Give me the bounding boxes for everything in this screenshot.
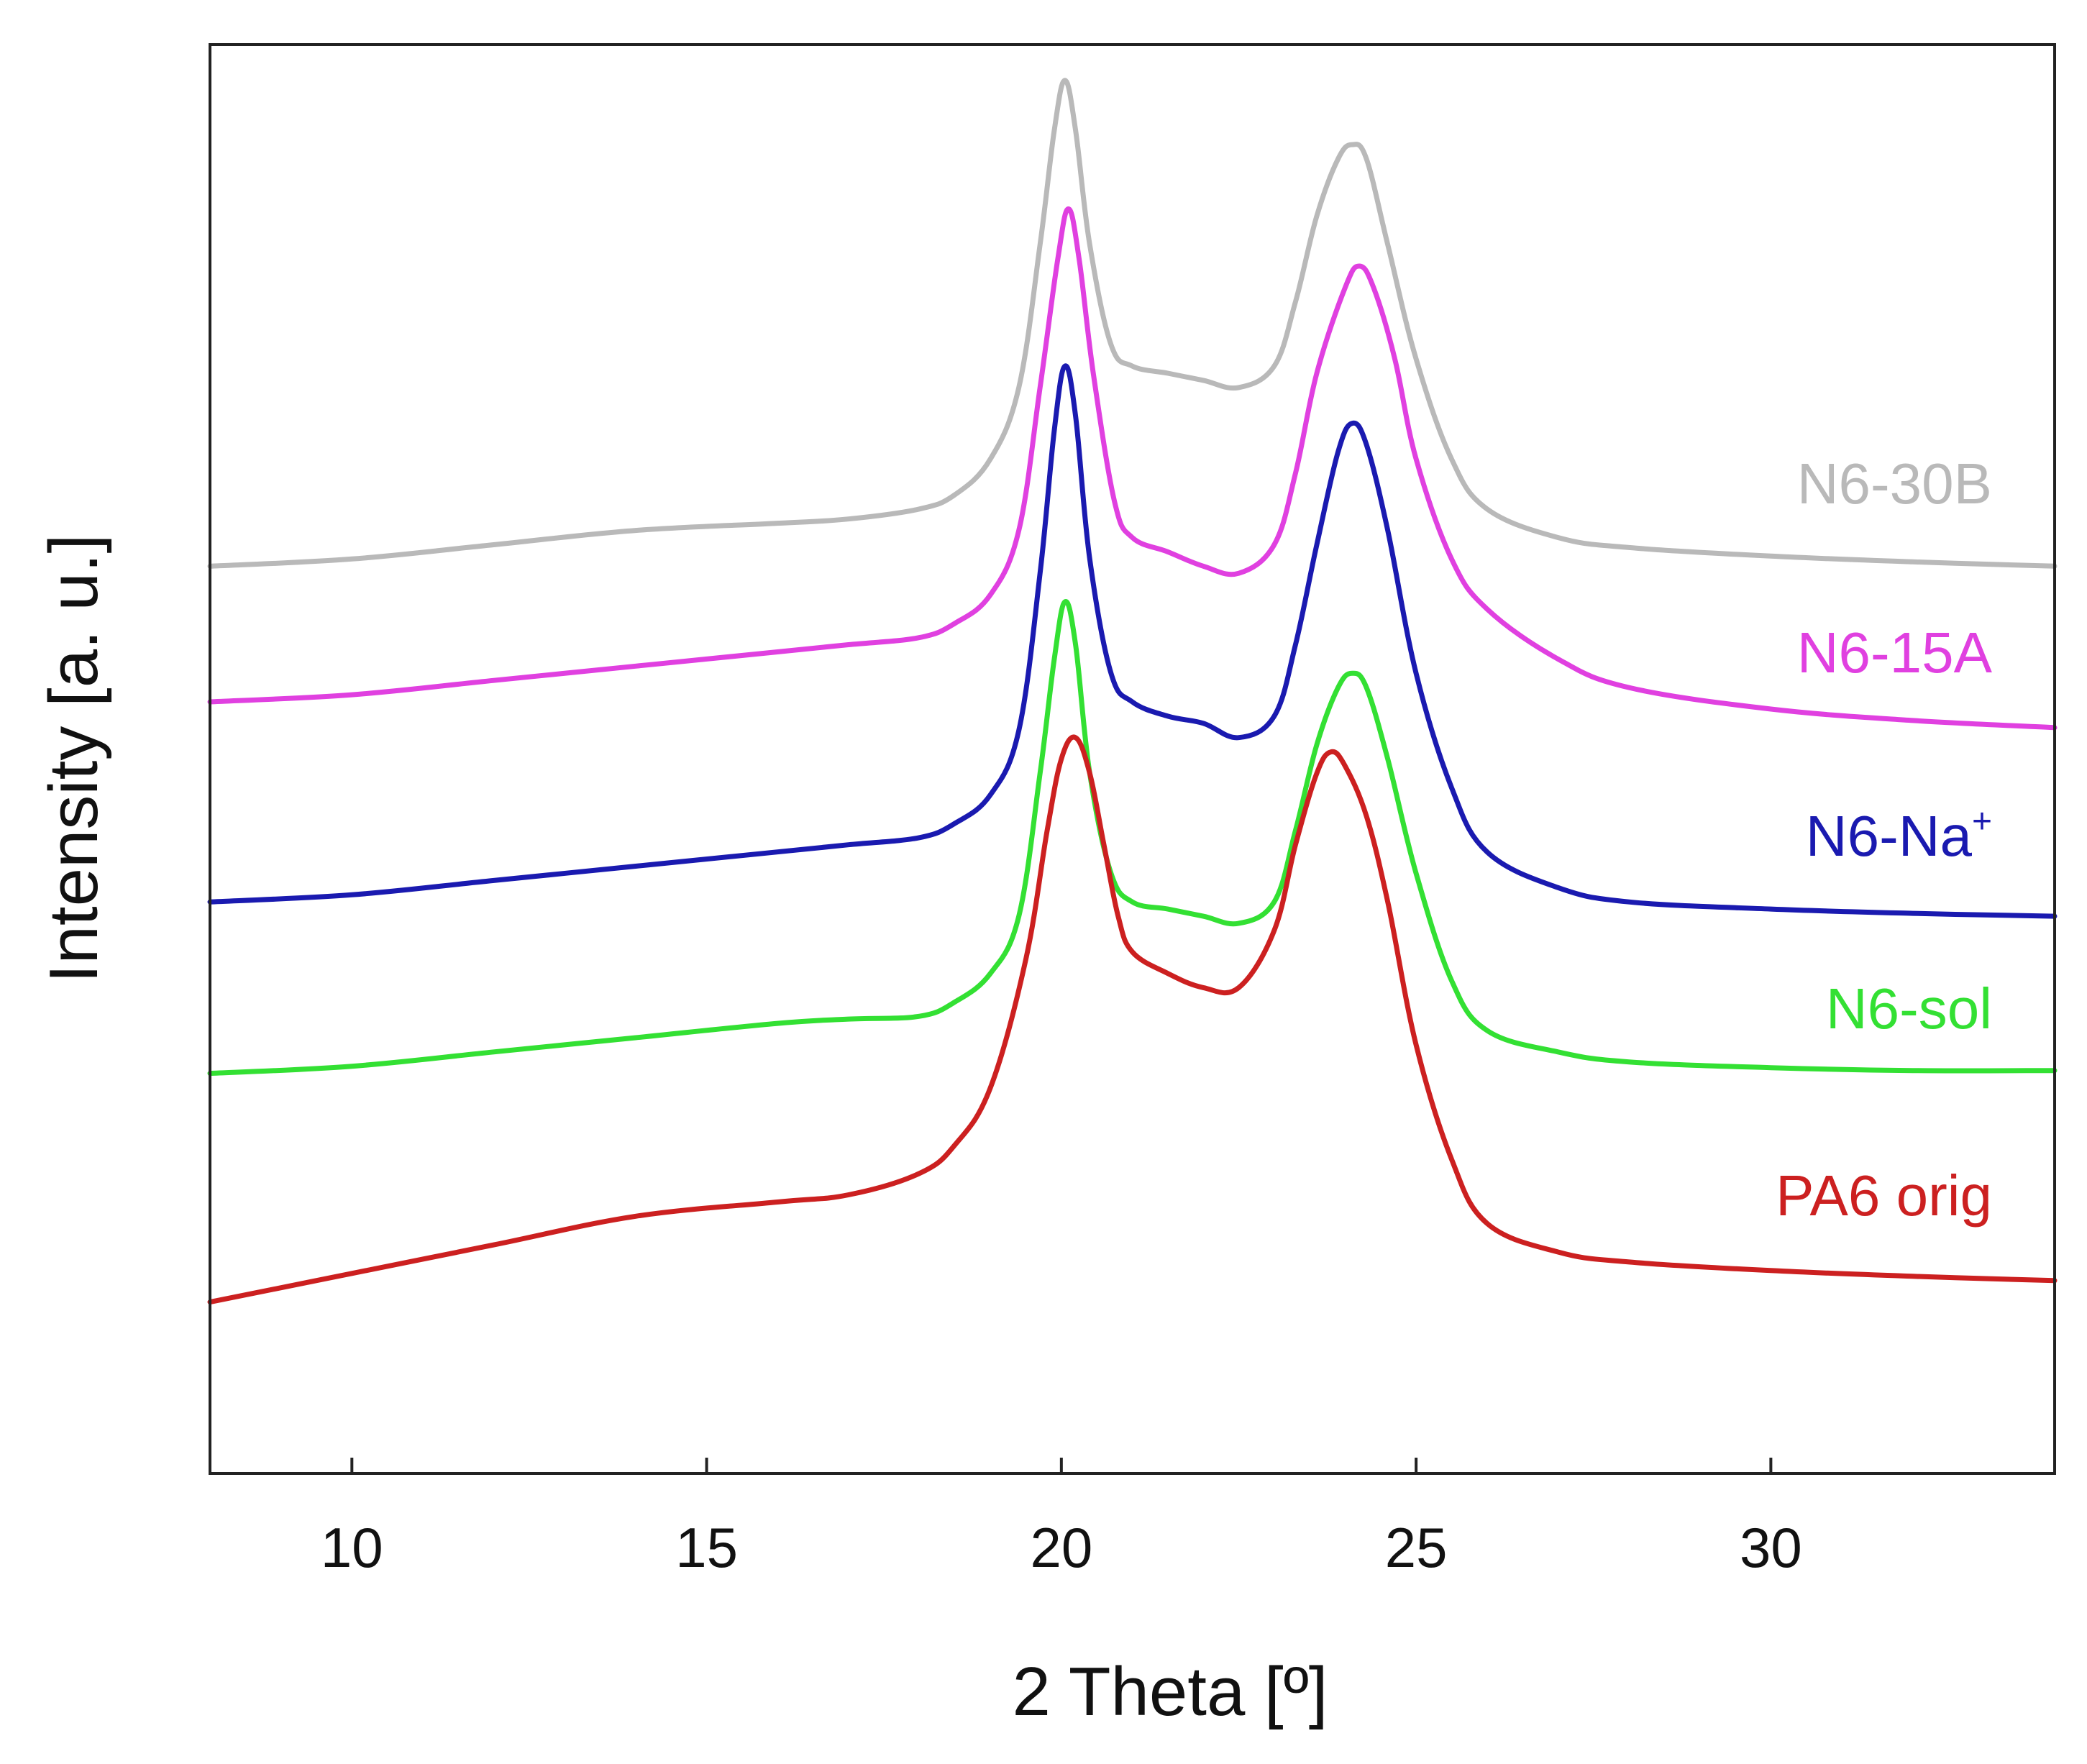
x-axis-title: 2 Theta [º] <box>1013 1653 1328 1730</box>
x-tick-label-15: 15 <box>675 1516 738 1579</box>
series-line-n6-na <box>207 363 2058 919</box>
y-axis-title: Intensity [a. u.] <box>35 534 112 983</box>
plot-frame <box>209 43 2056 1475</box>
series-label-pa6-orig: PA6 orig <box>1776 1164 1992 1228</box>
series-line-pa6-orig <box>207 734 2058 1305</box>
x-ticks: 10 15 20 25 30 <box>321 1458 1802 1579</box>
series-label-n6-30b: N6-30B <box>1797 452 1992 516</box>
series-line-n6-sol <box>207 599 2058 1077</box>
x-tick-label-20: 20 <box>1030 1516 1092 1579</box>
series-label-n6-na: N6-Na+ <box>1806 803 1992 868</box>
series-layer <box>207 78 2058 1305</box>
series-line-n6-30b <box>207 78 2058 569</box>
series-label-n6-sol: N6-sol <box>1826 977 1992 1041</box>
x-tick-label-30: 30 <box>1740 1516 1802 1579</box>
series-label-n6-15a: N6-15A <box>1797 621 1993 685</box>
series-line-n6-15a <box>207 206 2058 731</box>
series-labels: N6-30B N6-15A N6-Na+ N6-sol PA6 orig <box>1776 452 1993 1228</box>
x-tick-label-10: 10 <box>321 1516 383 1579</box>
x-tick-label-25: 25 <box>1385 1516 1448 1579</box>
